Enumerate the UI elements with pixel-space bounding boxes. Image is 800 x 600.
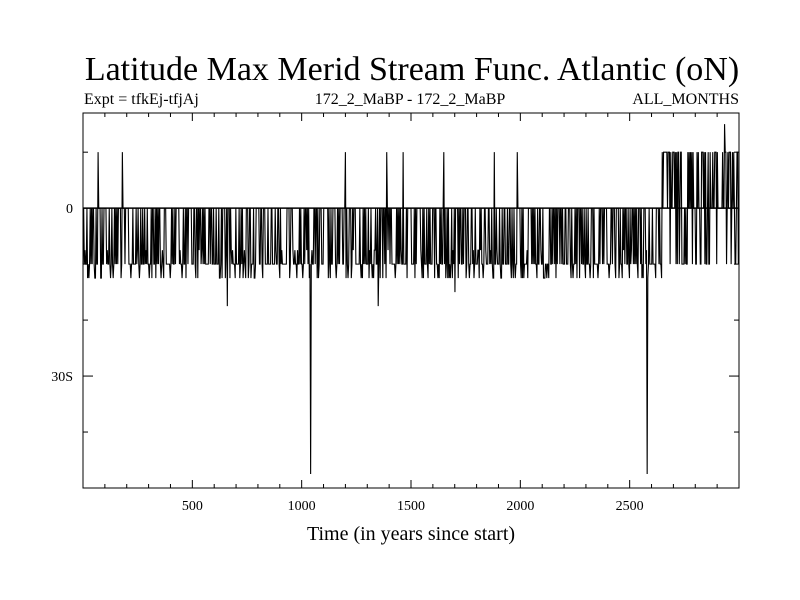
x-tick-label: 2500 <box>616 499 644 514</box>
x-tick-label: 1500 <box>397 499 425 514</box>
x-tick-label: 2000 <box>506 499 534 514</box>
experiment-label: Expt = tfkEj-tfjAj <box>84 91 199 108</box>
series-line <box>82 124 740 475</box>
months-label: ALL_MONTHS <box>632 91 739 108</box>
y-tick-label: 30S <box>51 370 73 385</box>
x-tick-label: 1000 <box>288 499 316 514</box>
run-label: 172_2_MaBP - 172_2_MaBP <box>315 91 506 108</box>
x-axis-label: Time (in years since start) <box>307 523 515 545</box>
series-group <box>82 124 740 475</box>
plot-frame <box>82 112 740 489</box>
axes-group: 500 1000 1500 2000 2500 0 30S <box>51 112 740 514</box>
y-tick-label: 0 <box>66 202 73 217</box>
chart-title: Latitude Max Merid Stream Func. Atlantic… <box>85 51 739 88</box>
x-tick-label: 500 <box>182 499 203 514</box>
